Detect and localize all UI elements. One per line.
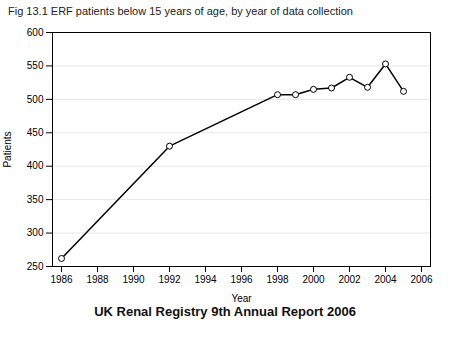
svg-text:2002: 2002 <box>338 274 361 285</box>
svg-text:350: 350 <box>27 194 44 205</box>
svg-text:1998: 1998 <box>266 274 289 285</box>
svg-text:600: 600 <box>27 27 44 38</box>
svg-text:Patients: Patients <box>2 131 13 167</box>
html-text:UK Renal Registry 9th Annual R: UK Renal Registry 9th Annual Report 2006 <box>94 304 356 319</box>
svg-text:250: 250 <box>27 261 44 272</box>
html-text:Fig 13.1 ERF patients below 15: Fig 13.1 ERF patients below 15 years of … <box>8 5 353 17</box>
svg-text:400: 400 <box>27 160 44 171</box>
svg-text:2000: 2000 <box>302 274 325 285</box>
svg-text:1986: 1986 <box>50 274 73 285</box>
svg-text:1990: 1990 <box>122 274 145 285</box>
svg-text:1988: 1988 <box>86 274 109 285</box>
svg-text:1994: 1994 <box>194 274 217 285</box>
svg-text:2006: 2006 <box>410 274 433 285</box>
svg-text:500: 500 <box>27 94 44 105</box>
svg-text:300: 300 <box>27 227 44 238</box>
svg-text:450: 450 <box>27 127 44 138</box>
svg-text:2004: 2004 <box>374 274 397 285</box>
svg-text:1992: 1992 <box>158 274 181 285</box>
svg-text:550: 550 <box>27 60 44 71</box>
svg-text:1996: 1996 <box>230 274 253 285</box>
svg-text:Year: Year <box>231 293 252 304</box>
